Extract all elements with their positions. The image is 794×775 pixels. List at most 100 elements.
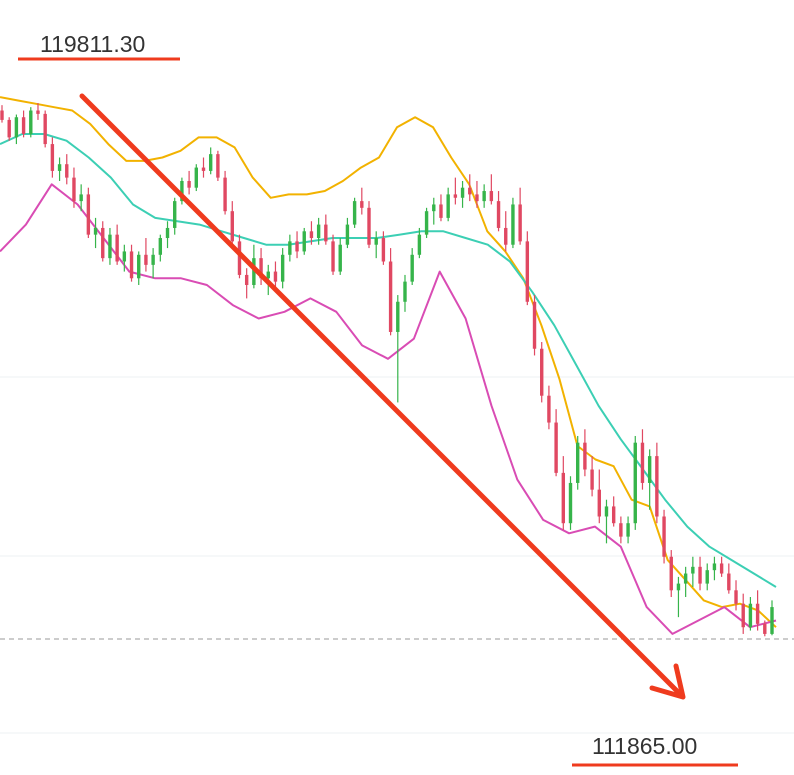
candle-body [489,191,494,202]
candle-body [770,607,774,634]
candle-body [65,164,69,178]
candle-body [144,254,148,265]
candle-body [748,603,753,628]
candle-body [439,204,443,218]
candle-body [482,191,486,202]
candle-body [705,570,709,584]
candle-body [626,523,630,537]
candle-body [158,238,163,255]
candle-body [511,204,515,245]
candle-body [374,238,378,245]
candle-body [568,482,573,524]
candle-body [540,348,544,396]
candle-body [547,395,551,423]
candle-body [403,281,407,302]
indicator-line [0,133,777,588]
candle-body [755,603,760,624]
candle-body [532,301,537,349]
candle-body [345,224,350,245]
indicator-lines [0,96,777,635]
candle-body [244,274,249,285]
candle-body [266,271,270,279]
candle-body [50,144,55,171]
candle-body [381,238,386,262]
indicator-line [0,183,777,635]
candle-body [352,201,357,225]
candle-body [475,194,479,202]
candle-body [611,506,616,524]
candle-body [388,261,393,332]
candle-body [252,258,256,285]
candle-body [683,573,688,584]
candle-body [410,254,414,282]
candle-body [201,167,206,171]
candle-body [216,154,220,178]
candle-body [151,254,155,265]
candle-body [302,231,306,252]
candle-body [72,177,76,202]
candle-body [57,164,62,171]
candle-body [259,258,263,279]
annotations: 119811.30 111865.00 [18,31,738,767]
candle-body [309,231,314,239]
candle-body [223,177,227,212]
candle-body [115,234,119,262]
candle-body [504,227,508,245]
candle-body [712,563,717,571]
candle-body [316,224,321,239]
trend-arrow-line [79,93,683,697]
candle-body [14,117,19,138]
candle-body [86,194,91,235]
candle-body [43,113,47,145]
candle-body [576,442,580,483]
candle-body [230,211,234,242]
candle-body [633,442,637,524]
candle-body [295,241,299,252]
candle-body [763,623,767,634]
candle-body [187,180,191,188]
candle-body [165,227,170,239]
low-price-label: 111865.00 [592,733,697,759]
candle-body [727,573,731,591]
candle-body [719,563,724,574]
candle-body [619,523,623,537]
candle-body [647,456,652,483]
candle-body [7,119,11,138]
candle-body [669,556,673,591]
candle-body [79,194,83,202]
candle-body [21,117,26,135]
candle-body [360,201,364,208]
candle-body [698,566,702,584]
candles [0,103,774,637]
candle-body [446,194,450,218]
candle-body [432,204,436,212]
candle-body [137,254,141,279]
candle-body [583,442,587,470]
trend-arrow-head [649,663,686,700]
candle-body [460,187,465,198]
high-price-label: 119811.30 [40,31,145,57]
candle-body [338,244,342,272]
candle-body [194,167,198,188]
candle-body [367,207,371,245]
candle-body [655,456,659,517]
candle-body [129,251,134,279]
candle-body [590,469,594,490]
candle-body [36,110,40,114]
candle-body [604,506,609,517]
gridlines [0,376,794,734]
candle-body [331,241,335,272]
candle-body [525,241,530,302]
candle-body [108,234,112,259]
candle-body [691,566,695,574]
candle-body [173,201,177,228]
candle-body [180,180,184,202]
candle-body [640,442,645,483]
candle-body [324,224,328,242]
candle-body [273,271,278,282]
candle-body [122,251,127,262]
candle-body [734,590,738,604]
candle-body [101,227,105,259]
